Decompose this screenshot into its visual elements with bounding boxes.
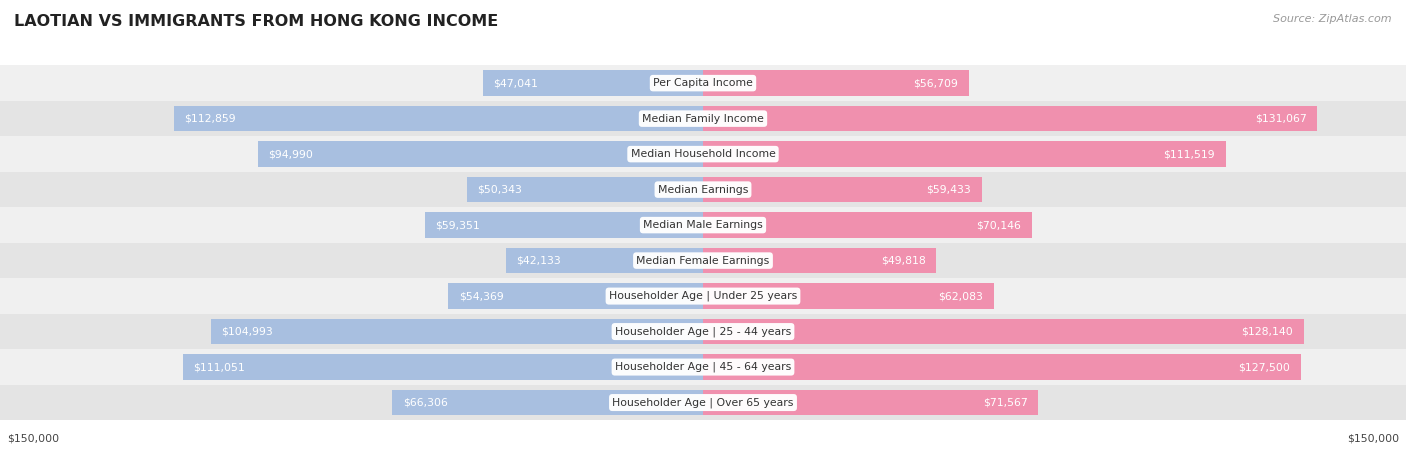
Bar bbox=[183, 354, 703, 380]
Bar bbox=[0, 207, 1406, 243]
Bar bbox=[0, 385, 1406, 420]
Bar bbox=[0, 65, 1406, 101]
Bar bbox=[703, 283, 994, 309]
Text: Median Family Income: Median Family Income bbox=[643, 113, 763, 124]
Text: $128,140: $128,140 bbox=[1241, 326, 1294, 337]
Bar bbox=[703, 212, 1032, 238]
Text: $50,343: $50,343 bbox=[478, 184, 523, 195]
Bar bbox=[467, 177, 703, 202]
Bar bbox=[425, 212, 703, 238]
Bar bbox=[703, 177, 981, 202]
Bar bbox=[703, 71, 969, 96]
Bar bbox=[703, 390, 1039, 415]
Bar bbox=[703, 248, 936, 273]
Bar bbox=[482, 71, 703, 96]
Text: Source: ZipAtlas.com: Source: ZipAtlas.com bbox=[1274, 14, 1392, 24]
Text: Median Male Earnings: Median Male Earnings bbox=[643, 220, 763, 230]
Text: $71,567: $71,567 bbox=[983, 397, 1028, 408]
Text: $56,709: $56,709 bbox=[914, 78, 959, 88]
Bar bbox=[0, 172, 1406, 207]
Bar bbox=[0, 243, 1406, 278]
Text: $49,818: $49,818 bbox=[882, 255, 927, 266]
Bar bbox=[703, 142, 1226, 167]
Text: $62,083: $62,083 bbox=[939, 291, 983, 301]
Text: $70,146: $70,146 bbox=[976, 220, 1021, 230]
Text: $131,067: $131,067 bbox=[1256, 113, 1306, 124]
Bar bbox=[392, 390, 703, 415]
Text: $66,306: $66,306 bbox=[402, 397, 447, 408]
Bar bbox=[703, 319, 1303, 344]
Text: Householder Age | Under 25 years: Householder Age | Under 25 years bbox=[609, 291, 797, 301]
Text: Householder Age | Over 65 years: Householder Age | Over 65 years bbox=[612, 397, 794, 408]
Text: Median Household Income: Median Household Income bbox=[630, 149, 776, 159]
Text: Per Capita Income: Per Capita Income bbox=[652, 78, 754, 88]
Bar bbox=[0, 136, 1406, 172]
Bar bbox=[703, 106, 1317, 131]
Text: Median Female Earnings: Median Female Earnings bbox=[637, 255, 769, 266]
Bar bbox=[0, 349, 1406, 385]
Text: $111,051: $111,051 bbox=[193, 362, 245, 372]
Text: Householder Age | 45 - 64 years: Householder Age | 45 - 64 years bbox=[614, 362, 792, 372]
Bar bbox=[0, 101, 1406, 136]
Text: $150,000: $150,000 bbox=[7, 434, 59, 444]
Bar bbox=[449, 283, 703, 309]
Text: Median Earnings: Median Earnings bbox=[658, 184, 748, 195]
Bar bbox=[174, 106, 703, 131]
Text: $47,041: $47,041 bbox=[494, 78, 538, 88]
Text: $59,351: $59,351 bbox=[436, 220, 479, 230]
Bar bbox=[0, 314, 1406, 349]
Bar bbox=[257, 142, 703, 167]
Text: $111,519: $111,519 bbox=[1164, 149, 1215, 159]
Text: $94,990: $94,990 bbox=[269, 149, 314, 159]
Bar bbox=[703, 354, 1301, 380]
Bar bbox=[0, 278, 1406, 314]
Bar bbox=[211, 319, 703, 344]
Bar bbox=[506, 248, 703, 273]
Text: Householder Age | 25 - 44 years: Householder Age | 25 - 44 years bbox=[614, 326, 792, 337]
Text: $104,993: $104,993 bbox=[222, 326, 273, 337]
Text: $127,500: $127,500 bbox=[1239, 362, 1291, 372]
Text: $59,433: $59,433 bbox=[927, 184, 972, 195]
Text: $112,859: $112,859 bbox=[184, 113, 236, 124]
Text: LAOTIAN VS IMMIGRANTS FROM HONG KONG INCOME: LAOTIAN VS IMMIGRANTS FROM HONG KONG INC… bbox=[14, 14, 498, 29]
Text: $54,369: $54,369 bbox=[458, 291, 503, 301]
Text: $150,000: $150,000 bbox=[1347, 434, 1399, 444]
Text: $42,133: $42,133 bbox=[516, 255, 561, 266]
